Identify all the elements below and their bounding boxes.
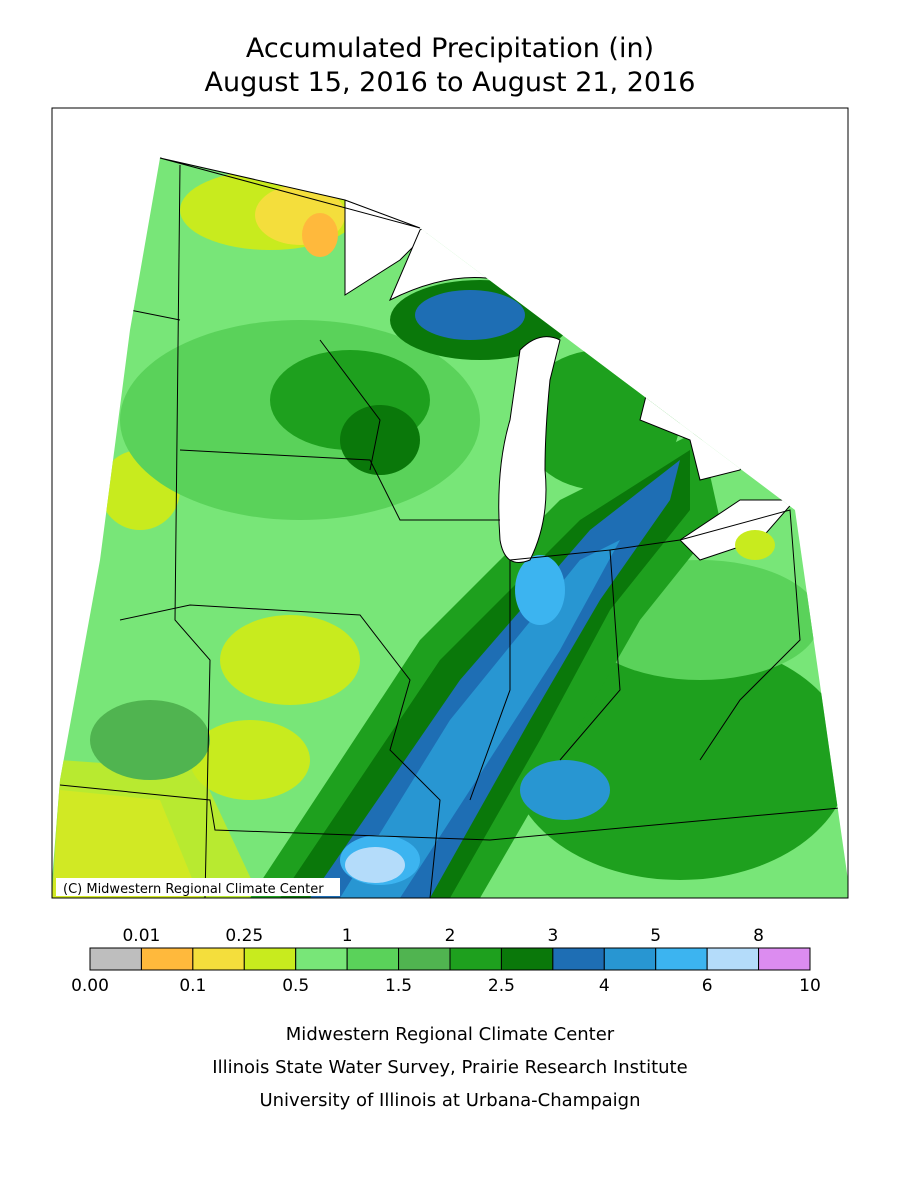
legend-label: 2.5 [488, 976, 515, 996]
legend-label: 0.00 [71, 976, 109, 996]
map-frame [51, 107, 849, 899]
precip-area [220, 615, 360, 705]
title-line: Accumulated Precipitation (in) [246, 33, 654, 64]
legend-label: 2 [445, 926, 456, 946]
title-line: August 15, 2016 to August 21, 2016 [205, 67, 696, 98]
legend-label: 5 [650, 926, 661, 946]
legend-swatch [706, 947, 760, 971]
footer-line: Midwestern Regional Climate Center [286, 1024, 615, 1045]
precip-area [345, 847, 405, 883]
legend-swatch [603, 947, 657, 971]
credit: (C) Midwestern Regional Climate Center [63, 882, 324, 897]
legend-swatch [398, 947, 451, 971]
precip-area [340, 540, 620, 898]
legend-swatch [500, 947, 554, 971]
legend-label: 0.01 [122, 926, 160, 946]
lake-erie [679, 499, 797, 561]
precip-area [510, 640, 848, 880]
legend-swatch [758, 947, 811, 971]
precip-area [302, 213, 338, 257]
legend-swatch [295, 947, 348, 971]
precip-area [515, 555, 565, 625]
legend-label: 0.25 [225, 926, 263, 946]
precip-area [735, 530, 775, 560]
precip-area [190, 720, 310, 800]
precip-area [520, 760, 610, 820]
legend-label: 1 [342, 926, 353, 946]
legend-label: 8 [753, 926, 764, 946]
legend-label: 4 [599, 976, 610, 996]
legend-label: 3 [547, 926, 558, 946]
precip-area [52, 760, 260, 898]
legend-swatch [192, 947, 245, 971]
legend-label: 10 [799, 976, 821, 996]
precip-area [340, 405, 420, 475]
legend-swatch [140, 947, 194, 971]
precip-area [90, 700, 210, 780]
credit-box [56, 878, 340, 896]
legend-swatch [552, 947, 605, 971]
footer-line: Illinois State Water Survey, Prairie Res… [212, 1057, 687, 1078]
legend-label: 0.5 [282, 976, 309, 996]
map-outline [159, 157, 421, 229]
legend-label: 6 [702, 976, 713, 996]
legend: 0.00 0.01 0.1 0.25 0.5 1 1.5 2 2.5 3 4 5 6 8 10 [71, 926, 821, 996]
legend-swatch [655, 947, 708, 971]
state-borders [59, 164, 841, 898]
footer-line: University of Illinois at Urbana-Champai… [259, 1090, 640, 1111]
legend-swatch [449, 947, 502, 971]
precip-area [415, 290, 525, 340]
legend-label: 1.5 [385, 976, 412, 996]
legend-label: 0.1 [179, 976, 206, 996]
lake-michigan [498, 336, 561, 563]
legend-swatch [243, 947, 297, 971]
legend-swatch [346, 947, 400, 971]
legend-swatch [89, 947, 142, 971]
